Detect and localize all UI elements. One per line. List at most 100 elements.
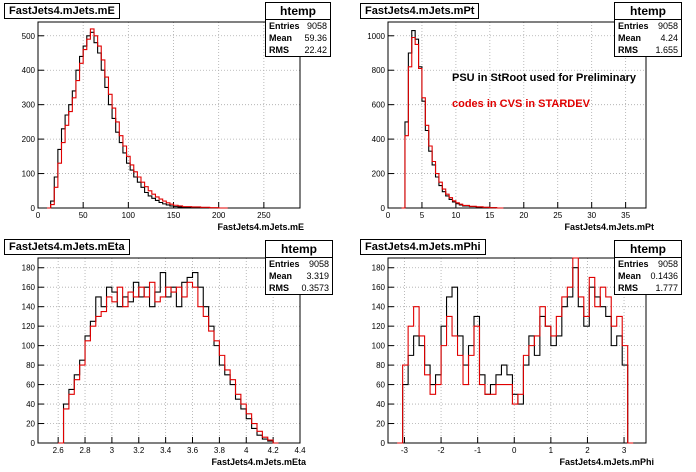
x-tick-label: 3.6: [187, 446, 199, 455]
pad-energy: 0 50 100 150 200 250 0 100 200 300 400 500 FastJets…: [0, 0, 348, 236]
note-line-1: PSU in StRoot used for Preliminary: [452, 72, 636, 84]
stats-name: htemp: [615, 241, 681, 258]
x-tick-label: 20: [519, 211, 528, 220]
stats-box: htemp Entries 9058 Mean 3.319 RMS 0.3573: [265, 240, 333, 295]
y-tick-label: 120: [372, 322, 386, 331]
x-tick-label: 0: [512, 446, 517, 455]
histogram-series-red: [47, 28, 228, 209]
y-tick-label: 200: [372, 170, 386, 179]
stats-box: htemp Entries 9058 Mean 59.36 RMS 22.42: [265, 2, 331, 57]
stats-name: htemp: [615, 3, 681, 20]
y-tick-label: 80: [26, 361, 35, 370]
stats-name: htemp: [266, 241, 332, 258]
y-tick-label: 400: [372, 135, 386, 144]
histogram-energy: 0 50 100 150 200 250 0 100 200 300 400 500: [22, 21, 301, 220]
x-tick-label: 35: [621, 211, 630, 220]
x-axis-label: FastJets4.mJets.mEta: [211, 457, 306, 467]
pad-pt: 0 5 10 15 20 25 30 35 0 200 400 600 800 1000 FastJets…: [348, 0, 696, 236]
stats-mean: 3.319: [306, 271, 329, 281]
stats-entries: 9058: [657, 21, 678, 31]
histogram-pt: 0 5 10 15 20 25 30 35 0 200 400 600 800 1000: [367, 21, 647, 220]
y-tick-label: 500: [22, 32, 36, 41]
stats-mean: 4.24: [660, 33, 678, 43]
histogram-phi: -3 -2 -1 0 1 2 3 0 20 40 60 80 100 120 140 160 180: [372, 257, 647, 455]
y-tick-label: 400: [22, 66, 36, 75]
x-tick-label: 4.4: [294, 446, 306, 455]
y-tick-label: 180: [22, 264, 36, 273]
x-tick-label: 0: [36, 211, 41, 220]
y-tick-label: 0: [381, 204, 386, 213]
histogram-series-black: [401, 30, 504, 209]
y-tick-label: 0: [381, 439, 386, 448]
stats-rms: 22.42: [304, 45, 327, 55]
x-axis-label: FastJets4.mJets.mE: [217, 222, 304, 232]
hist-title: FastJets4.mJets.mPhi: [360, 239, 486, 255]
y-tick-label: 0: [31, 204, 36, 213]
y-tick-label: 160: [372, 283, 386, 292]
y-tick-label: 40: [26, 400, 35, 409]
stats-rms: 0.3573: [301, 283, 329, 293]
x-tick-label: 4: [244, 446, 249, 455]
y-tick-label: 20: [376, 420, 385, 429]
histogram-series-black: [397, 267, 634, 444]
y-tick-label: 300: [22, 101, 36, 110]
histogram-series-red: [397, 257, 634, 444]
x-tick-label: 3: [622, 446, 627, 455]
y-tick-label: 60: [376, 381, 385, 390]
y-tick-label: 140: [372, 303, 386, 312]
y-tick-label: 140: [22, 303, 36, 312]
stats-entries: 9058: [308, 259, 329, 269]
x-tick-label: 150: [167, 211, 181, 220]
stats-entries: 9058: [306, 21, 327, 31]
stats-mean: 59.36: [304, 33, 327, 43]
x-tick-label: 2.8: [79, 446, 91, 455]
x-tick-label: 1: [549, 446, 554, 455]
x-tick-label: 3.8: [214, 446, 226, 455]
note-line-2: codes in CVS in STARDEV: [452, 98, 590, 110]
x-tick-label: 4.2: [268, 446, 280, 455]
histogram-series-red: [401, 36, 504, 209]
x-tick-label: 250: [257, 211, 271, 220]
y-tick-label: 160: [22, 283, 36, 292]
x-axis-label: FastJets4.mJets.mPt: [564, 222, 654, 232]
x-tick-label: 50: [79, 211, 88, 220]
stats-rms: 1.655: [655, 45, 678, 55]
stats-mean: 0.1436: [650, 271, 678, 281]
y-tick-label: 100: [22, 342, 36, 351]
x-tick-label: 2: [585, 446, 590, 455]
plot-frame: [387, 257, 647, 444]
stats-box: htemp Entries 9058 Mean 4.24 RMS 1.655: [614, 2, 682, 57]
x-tick-label: 3: [110, 446, 115, 455]
y-tick-label: 800: [372, 66, 386, 75]
y-tick-label: 100: [372, 342, 386, 351]
plot-frame: [37, 257, 301, 444]
x-tick-label: 3.4: [160, 446, 172, 455]
x-tick-label: 0: [386, 211, 391, 220]
plot-frame: [37, 21, 301, 209]
x-tick-label: 100: [122, 211, 136, 220]
plot-frame: [387, 21, 647, 209]
y-tick-label: 20: [26, 420, 35, 429]
hist-title: FastJets4.mJets.mPt: [360, 3, 480, 19]
y-tick-label: 80: [376, 361, 385, 370]
stats-rms: 1.777: [655, 283, 678, 293]
x-tick-label: 5: [420, 211, 425, 220]
hist-title: FastJets4.mJets.mE: [4, 3, 120, 19]
hist-title: FastJets4.mJets.mEta: [4, 239, 130, 255]
x-tick-label: 15: [485, 211, 494, 220]
stats-name: htemp: [266, 3, 330, 20]
x-axis-label: FastJets4.mJets.mPhi: [559, 457, 654, 467]
histogram-series-black: [47, 31, 228, 209]
histogram-series-red: [58, 281, 279, 444]
pad-eta: 2.6 2.8 3 3.2 3.4 3.6 3.8 4 4.2 4.4 0 20 40 60 80 100 12…: [0, 236, 348, 472]
x-tick-label: -2: [438, 446, 446, 455]
stats-box: htemp Entries 9058 Mean 0.1436 RMS 1.777: [614, 240, 682, 295]
y-tick-label: 1000: [367, 32, 385, 41]
x-tick-label: 10: [451, 211, 460, 220]
x-tick-label: 25: [553, 211, 562, 220]
y-tick-label: 200: [22, 135, 36, 144]
x-tick-label: 3.2: [133, 446, 145, 455]
x-tick-label: 30: [587, 211, 596, 220]
pad-phi: -3 -2 -1 0 1 2 3 0 20 40 60 80 100 120 140 160 180 FastJ…: [348, 236, 696, 472]
x-tick-label: -1: [474, 446, 482, 455]
